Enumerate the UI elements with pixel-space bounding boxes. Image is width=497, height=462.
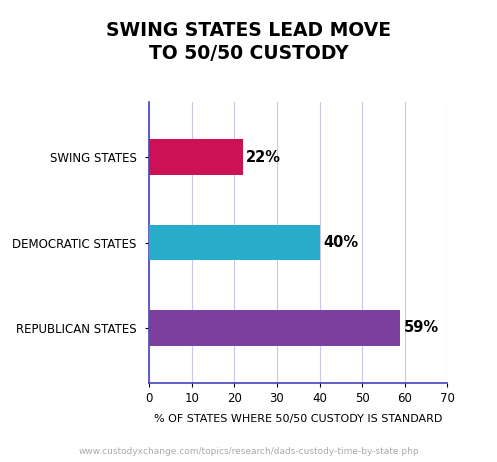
Text: 59%: 59% — [404, 321, 439, 335]
Bar — [149, 139, 243, 175]
Bar — [149, 225, 320, 261]
Text: 22%: 22% — [246, 150, 281, 164]
Text: SWING STATES LEAD MOVE
TO 50/50 CUSTODY: SWING STATES LEAD MOVE TO 50/50 CUSTODY — [106, 21, 391, 63]
Text: 40%: 40% — [323, 235, 358, 250]
X-axis label: % OF STATES WHERE 50/50 CUSTODY IS STANDARD: % OF STATES WHERE 50/50 CUSTODY IS STAND… — [154, 414, 442, 424]
Bar — [149, 310, 401, 346]
Text: www.custodyxchange.com/topics/research/dads-custody-time-by-state.php: www.custodyxchange.com/topics/research/d… — [78, 448, 419, 456]
